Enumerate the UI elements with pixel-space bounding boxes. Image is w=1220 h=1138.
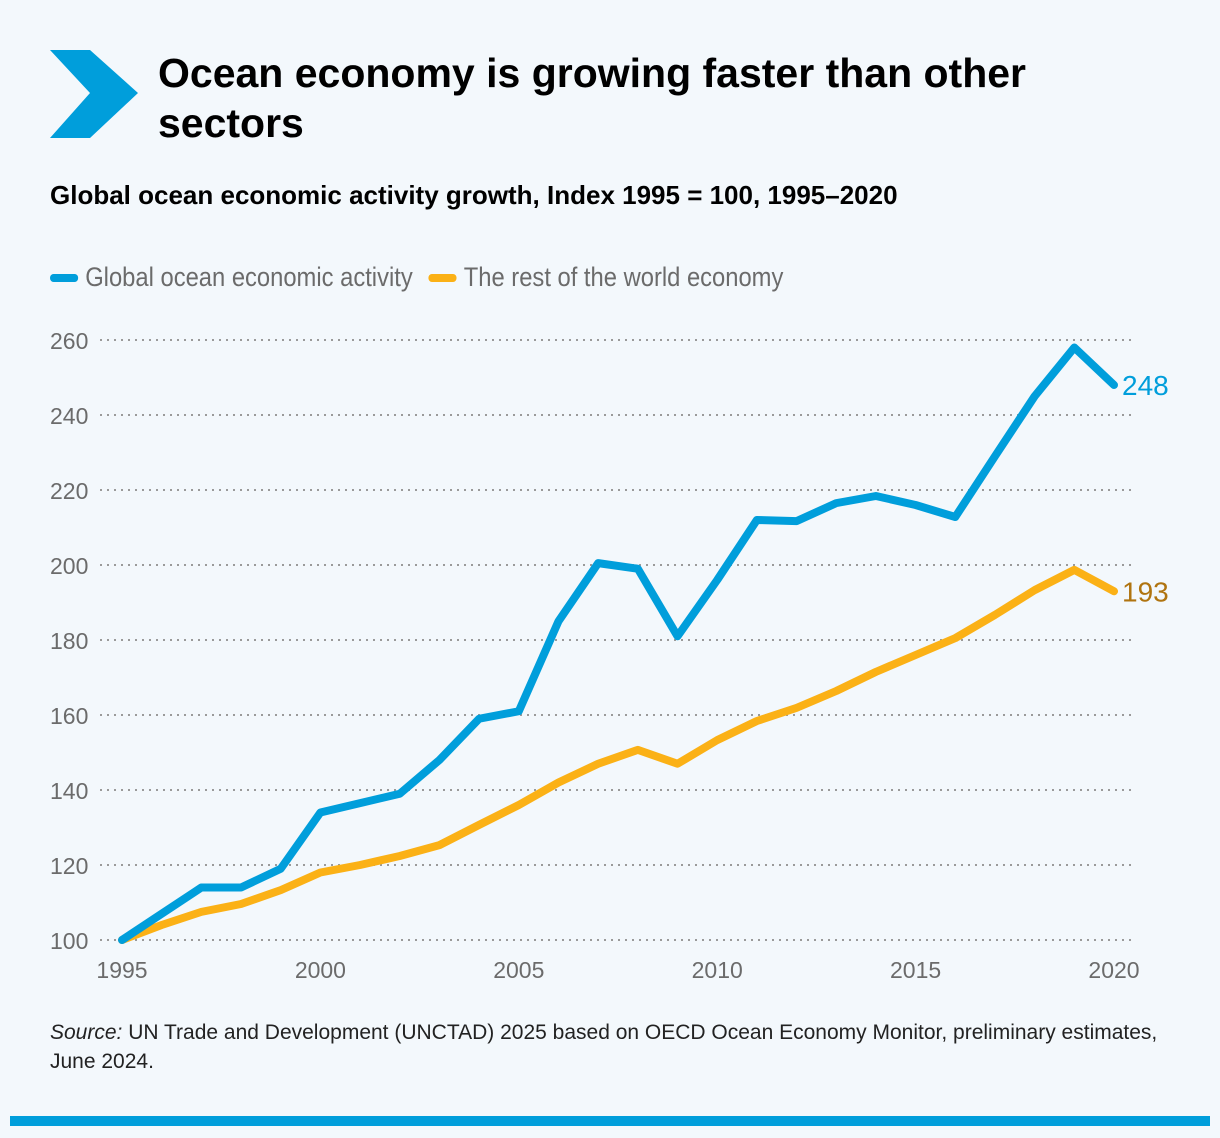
y-tick-label: 160 [50, 703, 88, 729]
bottom-accent-bar [10, 1116, 1210, 1126]
y-tick-label: 120 [50, 853, 88, 879]
x-tick-label: 2020 [1088, 957, 1139, 983]
end-label-rest: 193 [1122, 576, 1169, 607]
chart-title: Ocean economy is growing faster than oth… [158, 50, 1027, 146]
y-tick-label: 240 [50, 403, 88, 429]
source-note: Source: UN Trade and Development (UNCTAD… [50, 1018, 1180, 1076]
legend-label-rest: The rest of the world economy [463, 262, 784, 292]
x-tick-label: 2005 [493, 957, 544, 983]
legend-label-ocean: Global ocean economic activity [85, 262, 413, 292]
x-tick-label: 2000 [295, 957, 346, 983]
legend-item-ocean: Global ocean economic activity [50, 262, 413, 293]
series-line-rest [118, 565, 1118, 944]
y-tick-label: 140 [50, 778, 88, 804]
source-label: Source: [50, 1021, 123, 1044]
series-line-ocean [118, 343, 1118, 944]
y-tick-label: 200 [50, 553, 88, 579]
x-tick-label: 2015 [890, 957, 941, 983]
chevron-logo-icon [50, 50, 138, 138]
legend-swatch-rest [428, 273, 457, 282]
y-tick-label: 260 [50, 328, 88, 354]
source-text: UN Trade and Development (UNCTAD) 2025 b… [50, 1021, 1158, 1073]
x-tick-label: 1995 [96, 957, 147, 983]
legend: Global ocean economic activity The rest … [50, 262, 783, 293]
y-tick-label: 100 [50, 928, 88, 954]
line-chart: 100 120 140 160 180 200 220 240 260 1995 2000 2005 2… [50, 328, 1169, 983]
y-tick-label: 220 [50, 478, 88, 504]
y-tick-label: 180 [50, 628, 88, 654]
x-tick-label: 2010 [692, 957, 743, 983]
end-label-ocean: 248 [1122, 370, 1169, 401]
legend-swatch-ocean [50, 273, 79, 282]
chart-subtitle: Global ocean economic activity growth, I… [50, 180, 898, 210]
legend-item-rest: The rest of the world economy [428, 262, 784, 293]
